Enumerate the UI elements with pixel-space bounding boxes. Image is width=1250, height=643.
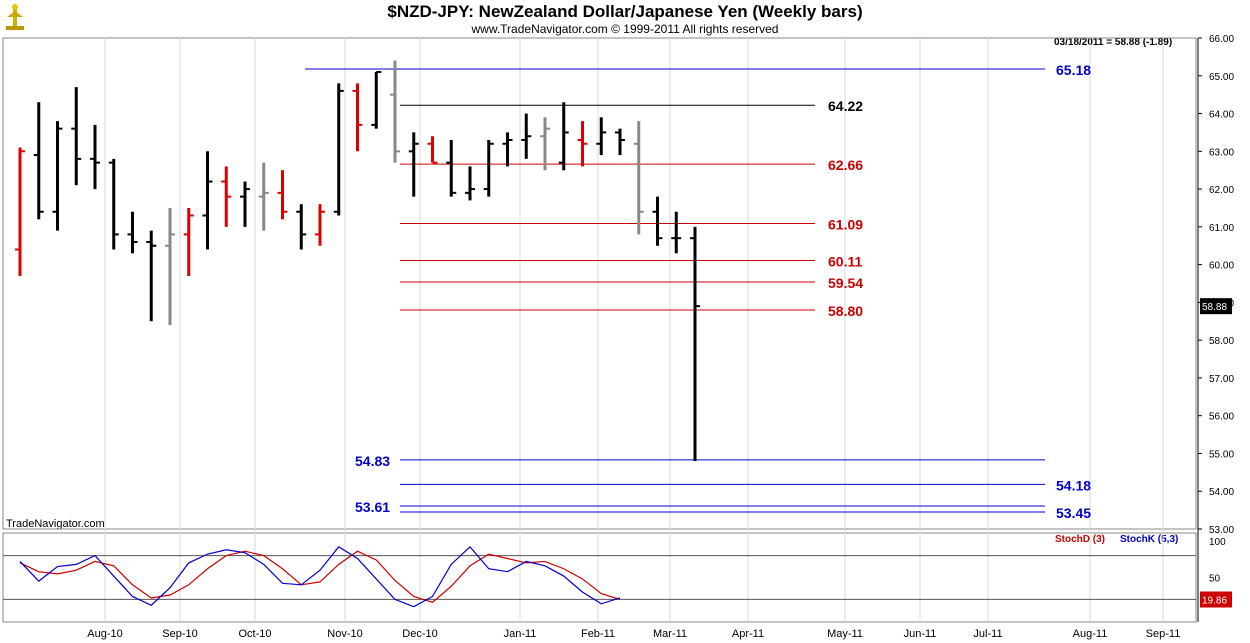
stoch-value-tag-box — [1200, 591, 1232, 608]
y-tick-label: 65.00 — [1209, 72, 1234, 83]
stochk-label: StochK (5,3) — [1120, 534, 1179, 545]
level-label: 60.11 — [828, 253, 862, 269]
stochd-label: StochD (3) — [1055, 534, 1105, 545]
x-tick-label: Nov-10 — [327, 628, 362, 640]
x-tick-label: Mar-11 — [653, 628, 687, 640]
level-label: 61.09 — [828, 216, 863, 232]
x-tick-label: May-11 — [827, 628, 863, 640]
copyright-line: www.TradeNavigator.com © 1999-2011 All r… — [471, 22, 779, 36]
stoch-series-line — [19, 545, 621, 608]
level-label: 58.80 — [828, 303, 863, 319]
y-tick-label: 58.00 — [1209, 336, 1234, 347]
last-price-tag: 58.88 — [1202, 302, 1227, 313]
y-tick-label: 54.00 — [1209, 487, 1234, 498]
level-label: 62.66 — [828, 157, 863, 173]
y-tick-label: 56.00 — [1209, 412, 1234, 423]
stoch-tick-label: 100 — [1209, 537, 1226, 548]
x-tick-label: Jun-11 — [904, 628, 937, 640]
y-tick-label: 60.00 — [1209, 261, 1234, 272]
level-label: 54.83 — [355, 453, 390, 469]
level-label: 59.54 — [828, 275, 863, 291]
x-tick-label: Aug-10 — [87, 628, 122, 640]
trade-navigator-logo-icon — [4, 3, 26, 31]
y-tick-label: 53.00 — [1209, 525, 1234, 536]
x-tick-label: Aug-11 — [1073, 628, 1108, 640]
level-label: 64.22 — [828, 98, 863, 114]
x-tick-label: Dec-10 — [402, 628, 437, 640]
y-tick-label: 63.00 — [1209, 147, 1234, 158]
x-tick-label: Feb-11 — [581, 628, 615, 640]
y-tick-label: 57.00 — [1209, 374, 1234, 385]
watermark: TradeNavigator.com — [6, 518, 105, 530]
last-price-info: 03/18/2011 = 58.88 (-1.89) — [1054, 37, 1173, 48]
x-tick-label: Jul-11 — [973, 628, 1002, 640]
x-tick-label: Sep-10 — [162, 628, 197, 640]
y-tick-label: 61.00 — [1209, 223, 1234, 234]
last-price-tag-box — [1200, 298, 1232, 315]
y-tick-label: 66.00 — [1209, 34, 1234, 45]
level-label: 65.18 — [1056, 62, 1091, 78]
stoch-series-line — [19, 550, 621, 603]
stoch-tick-label: 50 — [1209, 574, 1221, 585]
x-tick-label: Sep-11 — [1146, 628, 1181, 640]
stoch-panel-frame — [2, 532, 1197, 623]
level-label: 53.45 — [1056, 505, 1091, 521]
chart-title: $NZD-JPY: NewZealand Dollar/Japanese Yen… — [387, 2, 863, 21]
price-panel-frame — [2, 37, 1197, 530]
level-label: 54.18 — [1056, 477, 1091, 493]
y-tick-label: 62.00 — [1209, 185, 1234, 196]
x-tick-label: Apr-11 — [732, 628, 764, 640]
x-tick-label: Oct-10 — [238, 628, 271, 640]
y-tick-label: 55.00 — [1209, 449, 1234, 460]
level-label: 53.61 — [355, 499, 390, 515]
x-tick-label: Jan-11 — [504, 628, 537, 640]
y-tick-label: 64.00 — [1209, 110, 1234, 121]
stoch-value-tag: 19.86 — [1202, 596, 1227, 607]
